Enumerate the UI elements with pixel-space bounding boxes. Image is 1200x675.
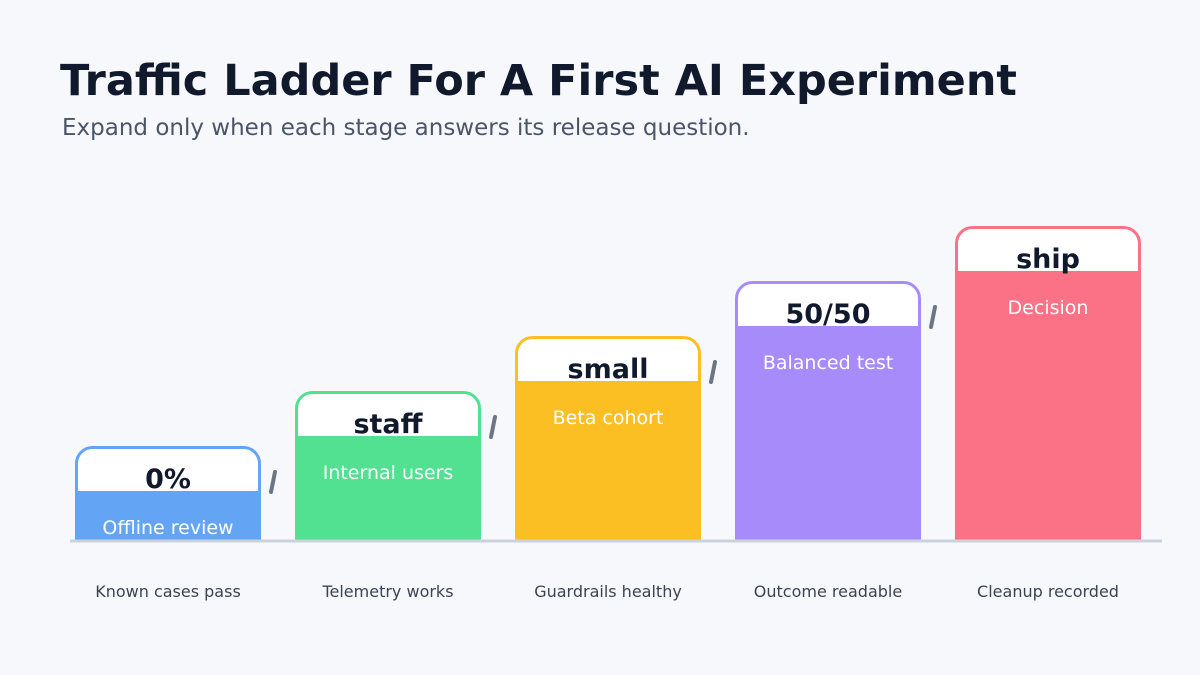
stage-gate-label: Telemetry works — [321, 582, 453, 601]
stage-level-label: small — [568, 354, 649, 385]
stage-level-label: 50/50 — [785, 299, 870, 330]
connector-4-to-5 — [929, 305, 937, 329]
stage-2: staff Internal users — [295, 391, 481, 560]
stage-3: small Beta cohort — [515, 336, 701, 560]
stage-level-label: 0% — [145, 464, 191, 495]
stage-description: Balanced test — [763, 352, 893, 374]
page-title: Traffic Ladder For A First AI Experiment — [60, 56, 1017, 106]
stage-gate-label: Guardrails healthy — [534, 582, 682, 601]
stage-body — [735, 326, 921, 541]
baseline-mask — [60, 542, 1180, 566]
stage-gate-label: Outcome readable — [754, 582, 902, 601]
stage-description: Decision — [1008, 297, 1089, 319]
connector-2-to-3 — [489, 415, 497, 439]
stage-description: Offline review — [102, 517, 233, 539]
stage-body — [75, 491, 261, 541]
stage-body — [515, 381, 701, 541]
stage-4: 50/50 Balanced test — [735, 281, 921, 560]
stage-gate-label: Cleanup recorded — [977, 582, 1119, 601]
stage-gate-label: Known cases pass — [95, 582, 241, 601]
stage-description: Internal users — [323, 462, 454, 484]
connector-3-to-4 — [709, 360, 717, 384]
connector-1-to-2 — [269, 470, 277, 494]
stage-body — [955, 271, 1141, 541]
stage-body — [295, 436, 481, 541]
stage-5: ship Decision — [955, 226, 1141, 560]
stage-1: 0% Offline review — [75, 446, 261, 560]
page-subtitle: Expand only when each stage answers its … — [62, 115, 750, 141]
stage-level-label: staff — [353, 409, 423, 440]
stage-description: Beta cohort — [553, 407, 664, 429]
stage-level-label: ship — [1016, 244, 1080, 275]
